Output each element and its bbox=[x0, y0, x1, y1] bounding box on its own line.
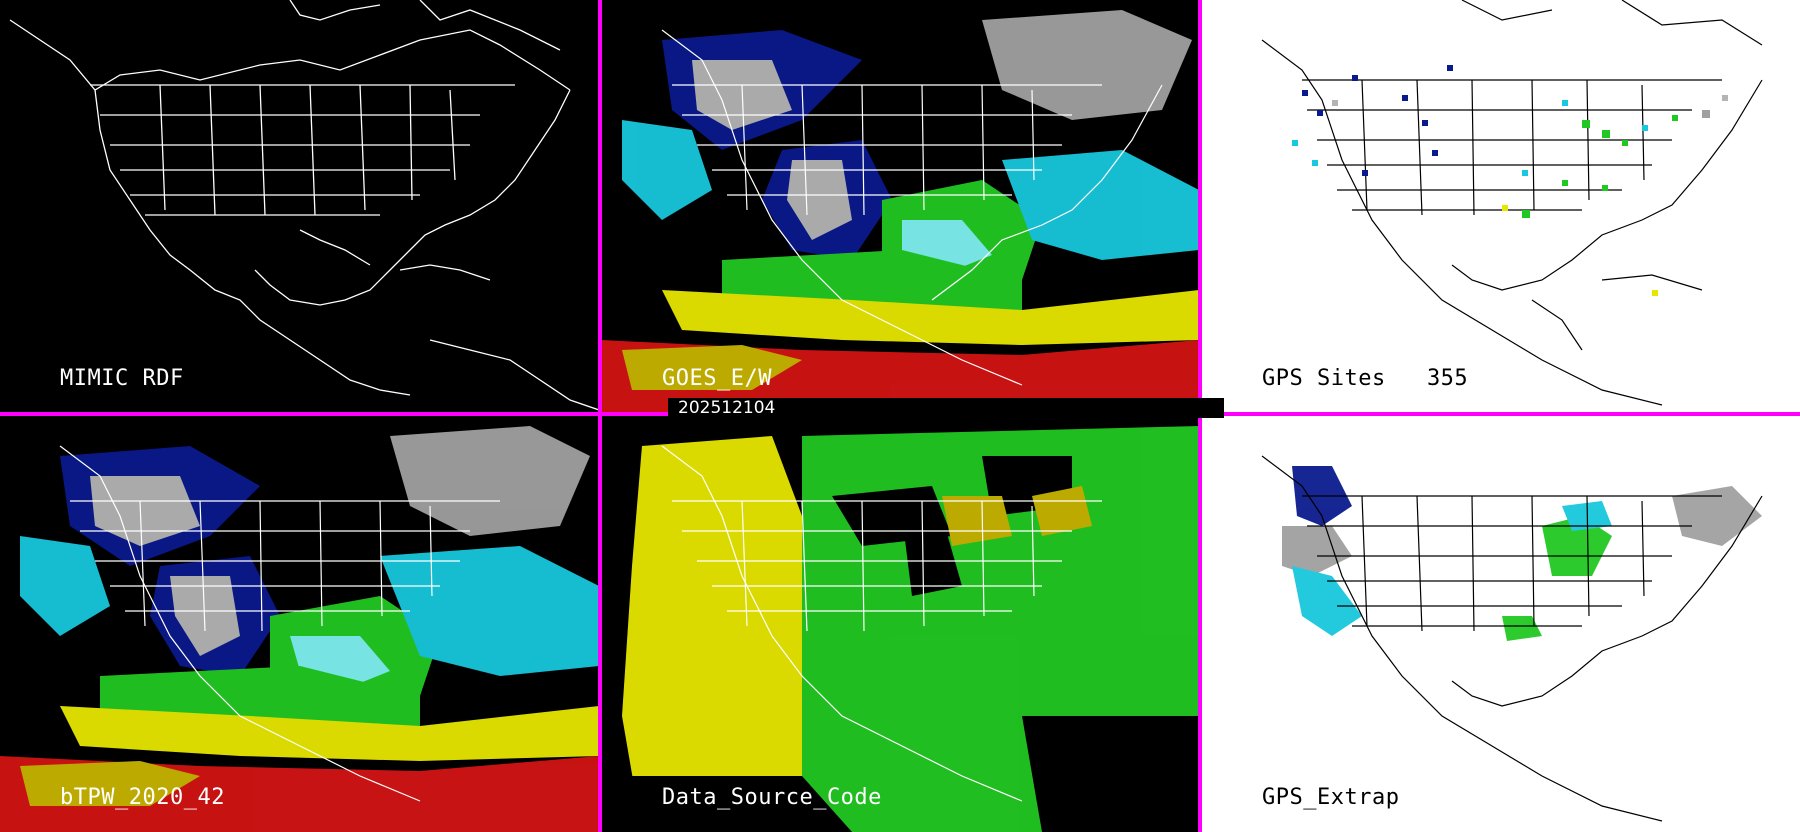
panel-data-source-code: Data_Source_Code bbox=[602, 416, 1199, 832]
panel-btpw: bTPW_2020_42 bbox=[0, 416, 599, 832]
panel-label: bTPW_2020_42 bbox=[60, 785, 225, 810]
tpw-field-btpw bbox=[0, 426, 599, 832]
panel-label: GOES_E/W bbox=[662, 366, 772, 391]
timestamp: 202512104 bbox=[668, 398, 1224, 418]
panel-label: MIMIC RDF bbox=[60, 366, 184, 391]
panel-mimic-rdf: MIMIC RDF bbox=[0, 0, 599, 413]
gps-sites-map bbox=[1261, 0, 1763, 406]
panel-goes-ew: GOES_E/W bbox=[602, 0, 1199, 413]
gps-site-markers bbox=[1292, 65, 1728, 296]
panel-label: Data_Source_Code bbox=[662, 785, 882, 810]
panel-gps-sites: GPS Sites 355 bbox=[1202, 0, 1800, 413]
tpw-field-goes bbox=[602, 10, 1199, 413]
panel-label: GPS_Extrap bbox=[1262, 785, 1400, 810]
panel-gps-extrap: GPS_Extrap bbox=[1202, 416, 1800, 832]
gps-extrap-map bbox=[1261, 455, 1763, 822]
data-source-field bbox=[602, 426, 1199, 832]
divider-vertical-left bbox=[598, 0, 602, 832]
panel-label: GPS Sites 355 bbox=[1262, 366, 1469, 391]
map-outline-north-america bbox=[9, 0, 599, 411]
